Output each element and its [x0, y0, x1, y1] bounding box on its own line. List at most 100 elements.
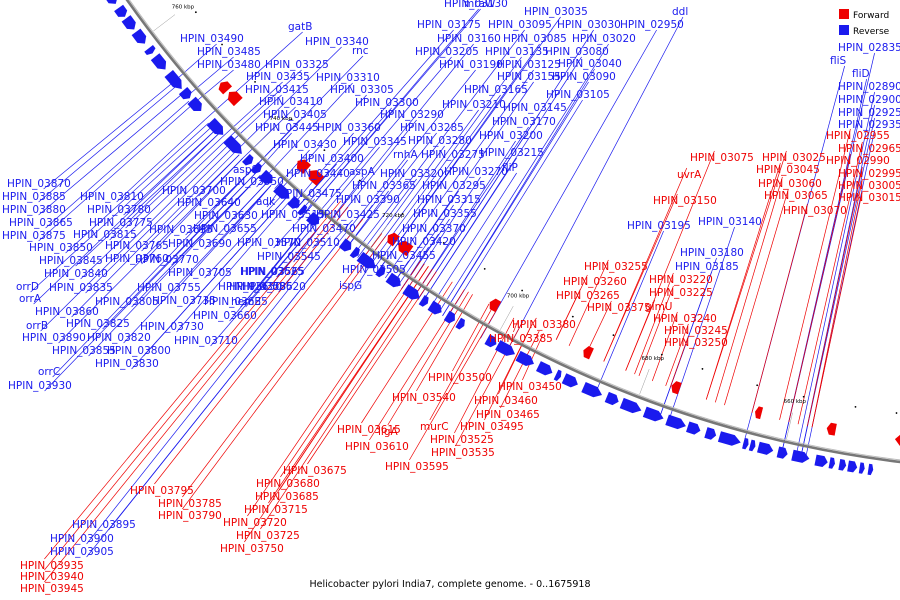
reverse-gene-arrow: [535, 361, 553, 376]
scale-label: 720 kbp: [382, 213, 405, 219]
reverse-gene-label: HPIN_03650: [218, 281, 282, 293]
reverse-gene-leader: [315, 146, 380, 225]
reverse-gene-arrow: [553, 369, 562, 382]
forward-gene-leader: [705, 150, 787, 400]
reverse-gene-label: HPIN_03340: [305, 36, 369, 48]
forward-gene-label: HPIN_03005: [838, 180, 900, 192]
forward-gene-leader: [44, 200, 341, 560]
scale-tick: [639, 369, 650, 395]
reverse-gene-arrow: [858, 462, 865, 474]
reverse-gene-leader: [446, 99, 583, 319]
reverse-gene-label: HPIN_03475: [278, 188, 342, 200]
reverse-gene-leader: [86, 242, 339, 558]
reverse-gene-arrow: [814, 454, 828, 467]
reverse-gene-arrow: [164, 70, 182, 89]
feature-dot: [660, 353, 663, 356]
reverse-gene-leader: [353, 266, 370, 292]
reverse-gene-arrow: [250, 162, 262, 174]
reverse-gene-label: HPIN_03170: [492, 116, 556, 128]
reverse-gene-leader: [594, 230, 664, 395]
reverse-gene-label: HPIN_03890: [22, 332, 86, 344]
forward-gene-label: HPIN_03795: [130, 485, 194, 497]
reverse-gene-leader: [33, 129, 216, 305]
reverse-gene-label: HPIN_03775: [89, 217, 153, 229]
reverse-gene-leader: [421, 157, 517, 303]
feature-dot: [290, 118, 293, 121]
reverse-gene-label: mraW: [464, 0, 496, 10]
forward-gene-label: HPIN_03015: [838, 192, 900, 204]
forward-gene-leader: [811, 190, 863, 428]
forward-gene-label: HPIN_03070: [783, 205, 847, 217]
forward-gene-leader: [788, 153, 851, 423]
forward-gene-arrow: [227, 91, 243, 107]
reverse-gene-label: HPIN_03345: [343, 136, 407, 148]
forward-gene-label: HPIN_03460: [474, 395, 538, 407]
reverse-gene-arrow: [455, 317, 465, 330]
reverse-gene-leader: [141, 158, 243, 265]
reverse-gene-leader: [480, 29, 657, 339]
reverse-gene-label: HPIN_03455: [372, 250, 436, 262]
reverse-gene-arrow: [443, 310, 455, 324]
reverse-gene-label: HPIN_03360: [317, 122, 381, 134]
feature-dot: [221, 43, 223, 46]
legend: Forward Reverse: [839, 9, 890, 37]
reverse-gene-label: rnhA: [393, 149, 418, 161]
forward-gene-label: HPIN_03500: [428, 372, 492, 384]
reverse-gene-arrow: [665, 414, 686, 430]
reverse-gene-arrow: [495, 340, 515, 356]
reverse-gene-label: HPIN_03855: [52, 345, 116, 357]
reverse-gene-leader: [131, 198, 286, 370]
reverse-gene-label: HPIN_03185: [675, 261, 739, 273]
reverse-gene-leader: [185, 56, 234, 98]
reverse-gene-leader: [75, 133, 219, 267]
reverse-gene-label: HPIN_03415: [245, 84, 309, 96]
legend-reverse-label: Reverse: [853, 27, 890, 37]
reverse-gene-arrow: [258, 169, 273, 184]
reverse-gene-arrow: [748, 439, 756, 452]
reverse-gene-label: HPIN_03515: [261, 209, 325, 221]
reverse-gene-leader: [345, 132, 437, 249]
reverse-gene-label: HPIN_02900: [838, 94, 900, 106]
forward-gene-label: HPIN_03025: [762, 152, 826, 164]
reverse-gene-arrow: [742, 437, 749, 450]
reverse-gene-arrow: [385, 272, 401, 288]
reverse-gene-arrow: [114, 4, 128, 17]
reverse-gene-arrow: [338, 238, 352, 252]
reverse-gene-label: HPIN_02950: [620, 19, 684, 31]
reverse-gene-label: HPIN_03215: [480, 147, 544, 159]
forward-gene-label: HPIN_02965: [838, 143, 900, 155]
legend-reverse-swatch: [839, 25, 849, 35]
reverse-gene-arrow: [484, 334, 497, 348]
reverse-gene-label: HPIN_03640: [177, 197, 241, 209]
reverse-gene-leader: [38, 104, 193, 242]
reverse-gene-label: HPIN_03440: [286, 168, 350, 180]
reverse-gene-label: HPIN_03130: [444, 0, 508, 10]
forward-gene-label: HPIN_03220: [649, 274, 713, 286]
reverse-gene-label: HPIN_03190: [439, 59, 503, 71]
reverse-gene-label: HPIN_03735: [152, 295, 216, 307]
reverse-gene-leader: [38, 93, 183, 216]
forward-gene-leader: [409, 308, 498, 461]
genome-backbone: [125, 0, 900, 464]
forward-gene-label: HPIN_03495: [460, 421, 524, 433]
reverse-gene-label: HPIN_03810: [80, 191, 144, 203]
reverse-gene-leader: [58, 158, 243, 344]
reverse-gene-label: HPIN_03040: [558, 58, 622, 70]
forward-gene-label: HPIN_03060: [758, 178, 822, 190]
feature-dot: [323, 149, 326, 152]
forward-gene-leader: [387, 291, 469, 426]
reverse-gene-arrow: [242, 153, 254, 166]
forward-gene-leader: [797, 141, 863, 425]
reverse-gene-leader: [245, 223, 316, 308]
reverse-gene-arrow: [561, 373, 578, 388]
feature-dot: [194, 11, 197, 14]
reverse-gene-label: HPIN_03305: [330, 84, 394, 96]
reverse-gene-leader: [393, 190, 459, 284]
forward-gene-label: HPIN_03225: [649, 287, 713, 299]
forward-gene-leader: [811, 178, 863, 428]
reverse-gene-label: HPIN_03480: [197, 59, 261, 71]
reverse-gene-label: HPIN_03295: [422, 180, 486, 192]
reverse-gene-label: HPIN_03860: [35, 306, 99, 318]
reverse-gene-leader: [204, 195, 283, 279]
